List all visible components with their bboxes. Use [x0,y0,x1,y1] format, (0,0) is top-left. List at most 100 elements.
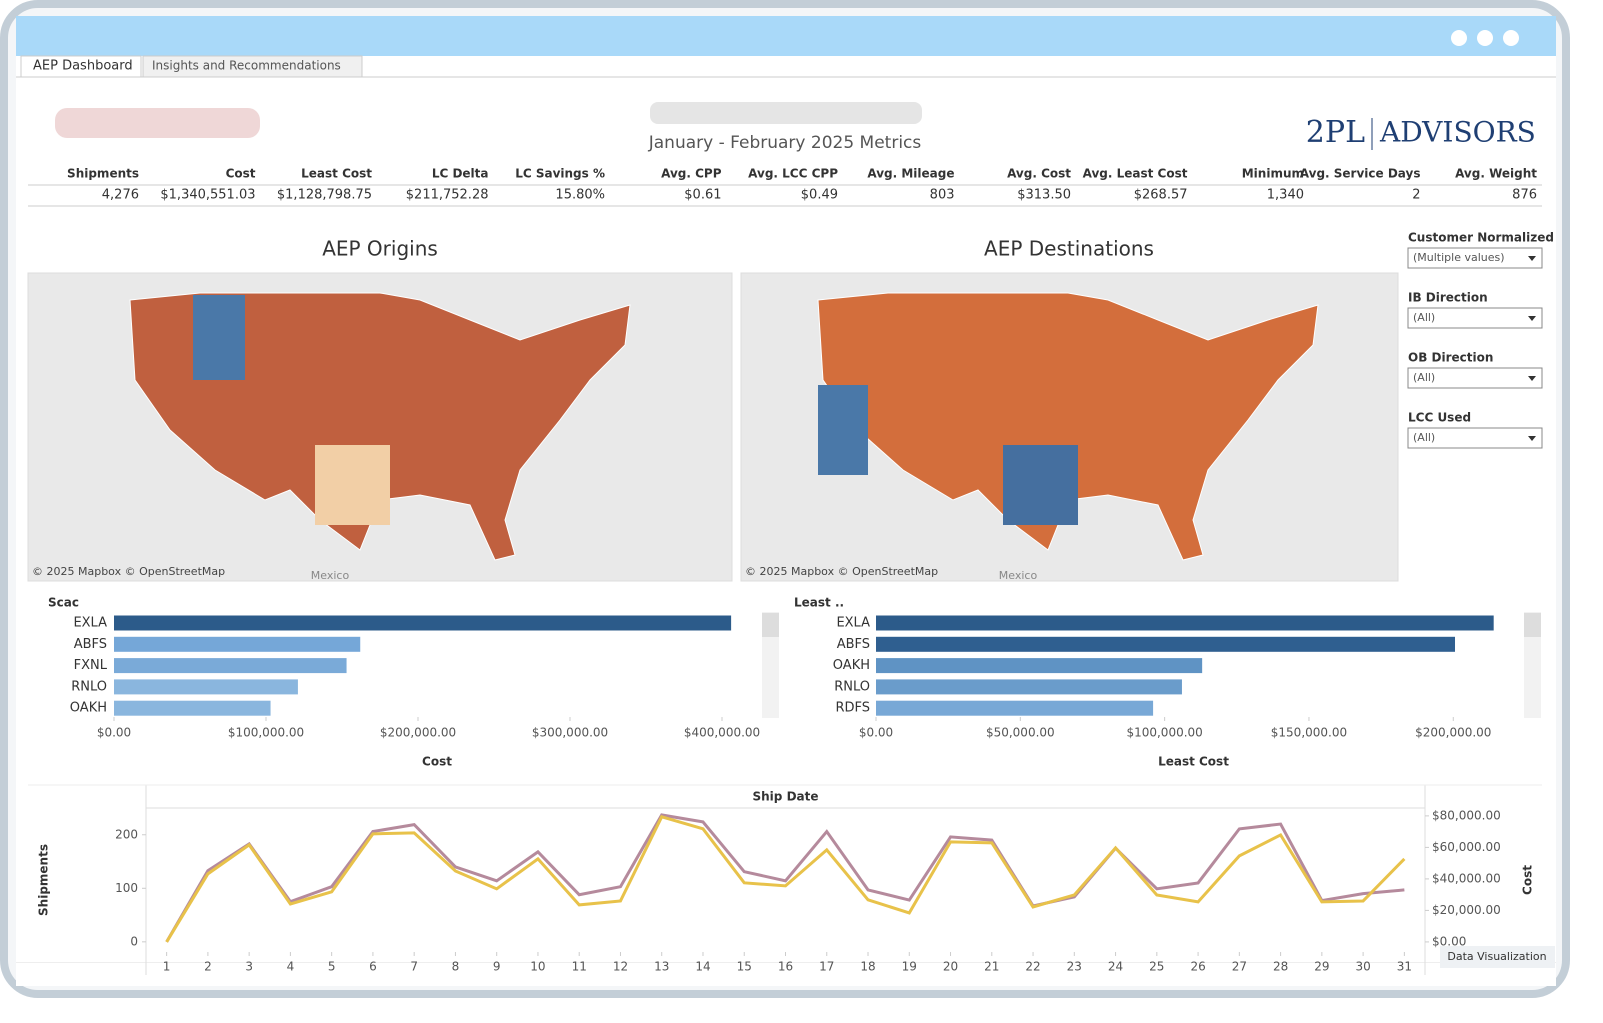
filter-value[interactable]: (All) [1413,431,1435,444]
filter-label: IB Direction [1408,291,1488,305]
tab-label[interactable]: Insights and Recommendations [152,59,341,73]
bar [114,679,298,695]
tab[interactable] [142,55,363,78]
metric-value: 4,276 [102,188,139,203]
logo-text: ADVISORS [1379,116,1536,149]
filter-value[interactable]: (All) [1413,371,1435,384]
filter-dropdown[interactable] [1407,307,1543,329]
metric-value: $1,340,551.03 [160,188,255,203]
x-tick-label: $200,000.00 [380,726,456,740]
y-tick-label: 100 [115,881,138,895]
x-tick-label: 5 [328,960,336,974]
x-tick-label: 6 [369,960,377,974]
map-region [315,445,390,525]
metric-value: $313.50 [1017,188,1071,203]
x-tick-label: $300,000.00 [532,726,608,740]
scrollbar-thumb [1524,613,1541,637]
metric-value: $0.49 [801,188,838,203]
x-tick-label: 25 [1149,960,1164,974]
bar [876,636,1456,652]
logo-text: 2PL [1306,115,1365,150]
map-region [1003,445,1078,525]
filter-value[interactable]: (All) [1413,311,1435,324]
dropdown-arrow[interactable] [1528,436,1536,441]
badge [1440,946,1555,968]
filter-dropdown[interactable] [1407,247,1543,269]
scrollbar [762,612,779,718]
dropdown-arrow[interactable] [1528,256,1536,261]
x-tick-label: $150,000.00 [1271,726,1347,740]
filter-dropdown[interactable] [1407,427,1543,449]
scrollbar [1524,612,1541,718]
bar [876,700,1154,716]
x-tick-label: 16 [778,960,793,974]
metric-value: 15.80% [555,188,605,203]
tab[interactable] [20,55,142,78]
map-region [818,385,868,475]
x-tick-label: $100,000.00 [1126,726,1202,740]
x-tick-label: $100,000.00 [228,726,304,740]
x-tick-label: 30 [1355,960,1370,974]
filter-label: LCC Used [1408,411,1471,425]
bar [876,679,1182,695]
x-tick-label: 17 [819,960,834,974]
x-tick-label: $0.00 [859,726,893,740]
blurred-title [650,102,922,124]
dropdown-arrow[interactable] [1528,316,1536,321]
window-dot [1477,30,1493,46]
bar [114,636,361,652]
x-tick-label: 22 [1025,960,1040,974]
y2-tick-label: $60,000.00 [1432,840,1501,854]
x-tick-label: 21 [984,960,999,974]
x-tick-label: 19 [902,960,917,974]
category-label: EXLA [73,616,107,631]
y2-tick-label: $80,000.00 [1432,808,1501,822]
bar-header: Least .. [794,596,844,610]
tab-label[interactable]: AEP Dashboard [33,59,133,74]
x-tick-label: 7 [410,960,418,974]
map-label: Mexico [311,569,350,582]
filter-dropdown[interactable] [1407,367,1543,389]
x-tick-label: $400,000.00 [684,726,760,740]
metric-header: Avg. Service Days [1300,167,1421,181]
metric-value: 803 [930,188,955,203]
category-label: RDFS [835,701,870,716]
window-dot [1451,30,1467,46]
x-tick-label: 24 [1108,960,1123,974]
axis-title: Cost [422,755,452,769]
filter-value[interactable]: (Multiple values) [1413,251,1505,264]
map-shape [129,292,631,561]
x-tick-label: 10 [530,960,545,974]
filter-label: OB Direction [1408,351,1493,365]
category-label: ABFS [837,637,870,652]
blurred-logo [55,108,260,138]
map-title: AEP Origins [322,237,438,261]
scrollbar-thumb [762,613,779,637]
x-tick-label: 28 [1273,960,1288,974]
badge-text: Data Visualization [1447,950,1546,963]
category-label: RNLO [834,679,870,694]
x-tick-label: 14 [695,960,710,974]
x-tick-label: 27 [1232,960,1247,974]
x-tick-label: $200,000.00 [1415,726,1491,740]
x-tick-label: 23 [1067,960,1082,974]
dropdown-arrow[interactable] [1528,376,1536,381]
metric-value: 876 [1512,188,1537,203]
y2-tick-label: $20,000.00 [1432,903,1501,917]
category-label: EXLA [836,616,870,631]
map-attribution: © 2025 Mapbox © OpenStreetMap [745,565,938,578]
map-shape [817,292,1319,561]
bar [876,615,1494,631]
x-tick-label: 2 [204,960,212,974]
x-tick-label: 8 [452,960,460,974]
category-label: FXNL [74,658,108,673]
metric-header: Avg. Least Cost [1083,167,1188,181]
category-label: RNLO [71,679,107,694]
metric-header: Cost [226,167,256,181]
x-tick-label: 11 [572,960,587,974]
x-tick-label: 20 [943,960,958,974]
metric-header: Avg. Mileage [867,167,954,181]
metric-header: Minimum [1242,167,1304,181]
axis-title: Least Cost [1158,755,1229,769]
